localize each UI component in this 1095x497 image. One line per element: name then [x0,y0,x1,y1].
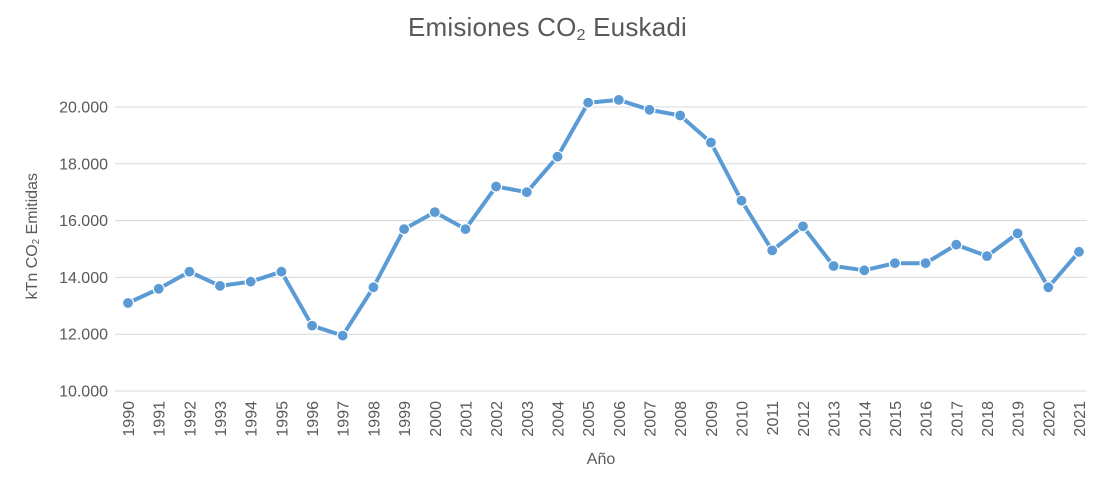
x-tick-label: 2011 [765,401,782,436]
x-tick-label: 1991 [152,401,169,437]
data-point-marker [551,150,564,163]
data-point-marker [459,223,472,236]
data-line-series [126,97,1081,338]
chart-title: Emisiones CO2 Euskadi [0,12,1095,45]
x-tick-label: 1998 [366,401,383,437]
data-point-marker [582,96,595,109]
data-point-marker [1042,281,1055,294]
data-point-marker [950,238,963,251]
data-point-marker [367,281,380,294]
chart-title-text: Emisiones CO [407,12,577,42]
y-tick-label: 12.000 [59,327,108,344]
data-point-marker [766,244,779,257]
data-point-marker [306,319,319,332]
data-point-marker [121,296,135,310]
x-axis-title: Año [586,451,616,468]
x-tick-label: 2006 [612,401,629,437]
x-tick-label: 2004 [550,401,567,437]
data-point-marker [428,206,441,219]
y-tick-label: 14.000 [59,270,108,287]
x-tick-label: 2021 [1072,401,1089,437]
x-tick-label: 1997 [336,401,353,437]
chart-title-subscript: 2 [576,26,586,45]
data-point-marker [1072,245,1086,258]
data-point-marker [612,93,625,107]
chart-title-suffix: Euskadi [585,12,688,42]
x-tick-label: 1996 [305,401,322,437]
x-tick-label: 1990 [121,401,138,437]
x-tick-label: 1993 [213,401,230,437]
x-tick-label: 2020 [1041,401,1058,437]
x-tick-label: 2008 [673,401,690,437]
data-point-marker [704,136,718,149]
data-point-marker [183,265,196,278]
y-tick-label: 16.000 [59,213,108,230]
x-tick-label: 1994 [244,401,261,437]
data-point-marker [919,257,932,270]
data-point-marker [858,264,871,277]
data-point-marker [275,265,288,278]
x-tick-label: 2013 [827,401,844,437]
x-tick-label: 2017 [949,401,966,437]
x-tick-label: 1992 [182,401,199,437]
x-tick-label: 2007 [643,401,660,437]
data-point-marker [888,257,902,270]
data-point-marker [796,220,810,233]
x-tick-label: 1995 [274,401,291,437]
x-tick-label: 2014 [857,401,874,437]
x-tick-label: 2018 [980,401,997,437]
x-tick-label: 2016 [919,401,936,437]
data-point-marker [827,259,840,273]
y-tick-label: 18.000 [59,156,108,173]
data-point-marker [336,329,349,342]
x-tick-label: 2002 [489,401,506,437]
x-tick-label: 2010 [735,401,752,437]
data-point-marker [398,223,411,236]
data-point-marker [735,194,748,207]
data-point-marker [520,186,533,199]
x-tick-label: 2009 [704,401,721,437]
x-tick-label: 2015 [888,401,905,437]
y-tick-label: 20.000 [59,100,108,117]
x-tick-label: 2003 [520,401,537,437]
data-point-marker [980,250,994,263]
data-point-marker [490,180,503,193]
data-point-marker [152,282,165,295]
data-point-marker [244,275,257,288]
data-point-marker [643,103,656,116]
x-tick-label: 2012 [796,401,813,437]
y-tick-label: 10.000 [59,384,108,401]
x-tick-label: 2019 [1011,401,1028,437]
data-point-marker [674,109,687,122]
x-tick-label: 2005 [581,401,598,437]
data-point-marker [213,279,227,292]
x-tick-label: 2001 [458,401,475,437]
x-tick-label: 2000 [428,401,445,437]
x-tick-label: 1999 [397,401,414,437]
data-point-marker [1011,227,1024,240]
